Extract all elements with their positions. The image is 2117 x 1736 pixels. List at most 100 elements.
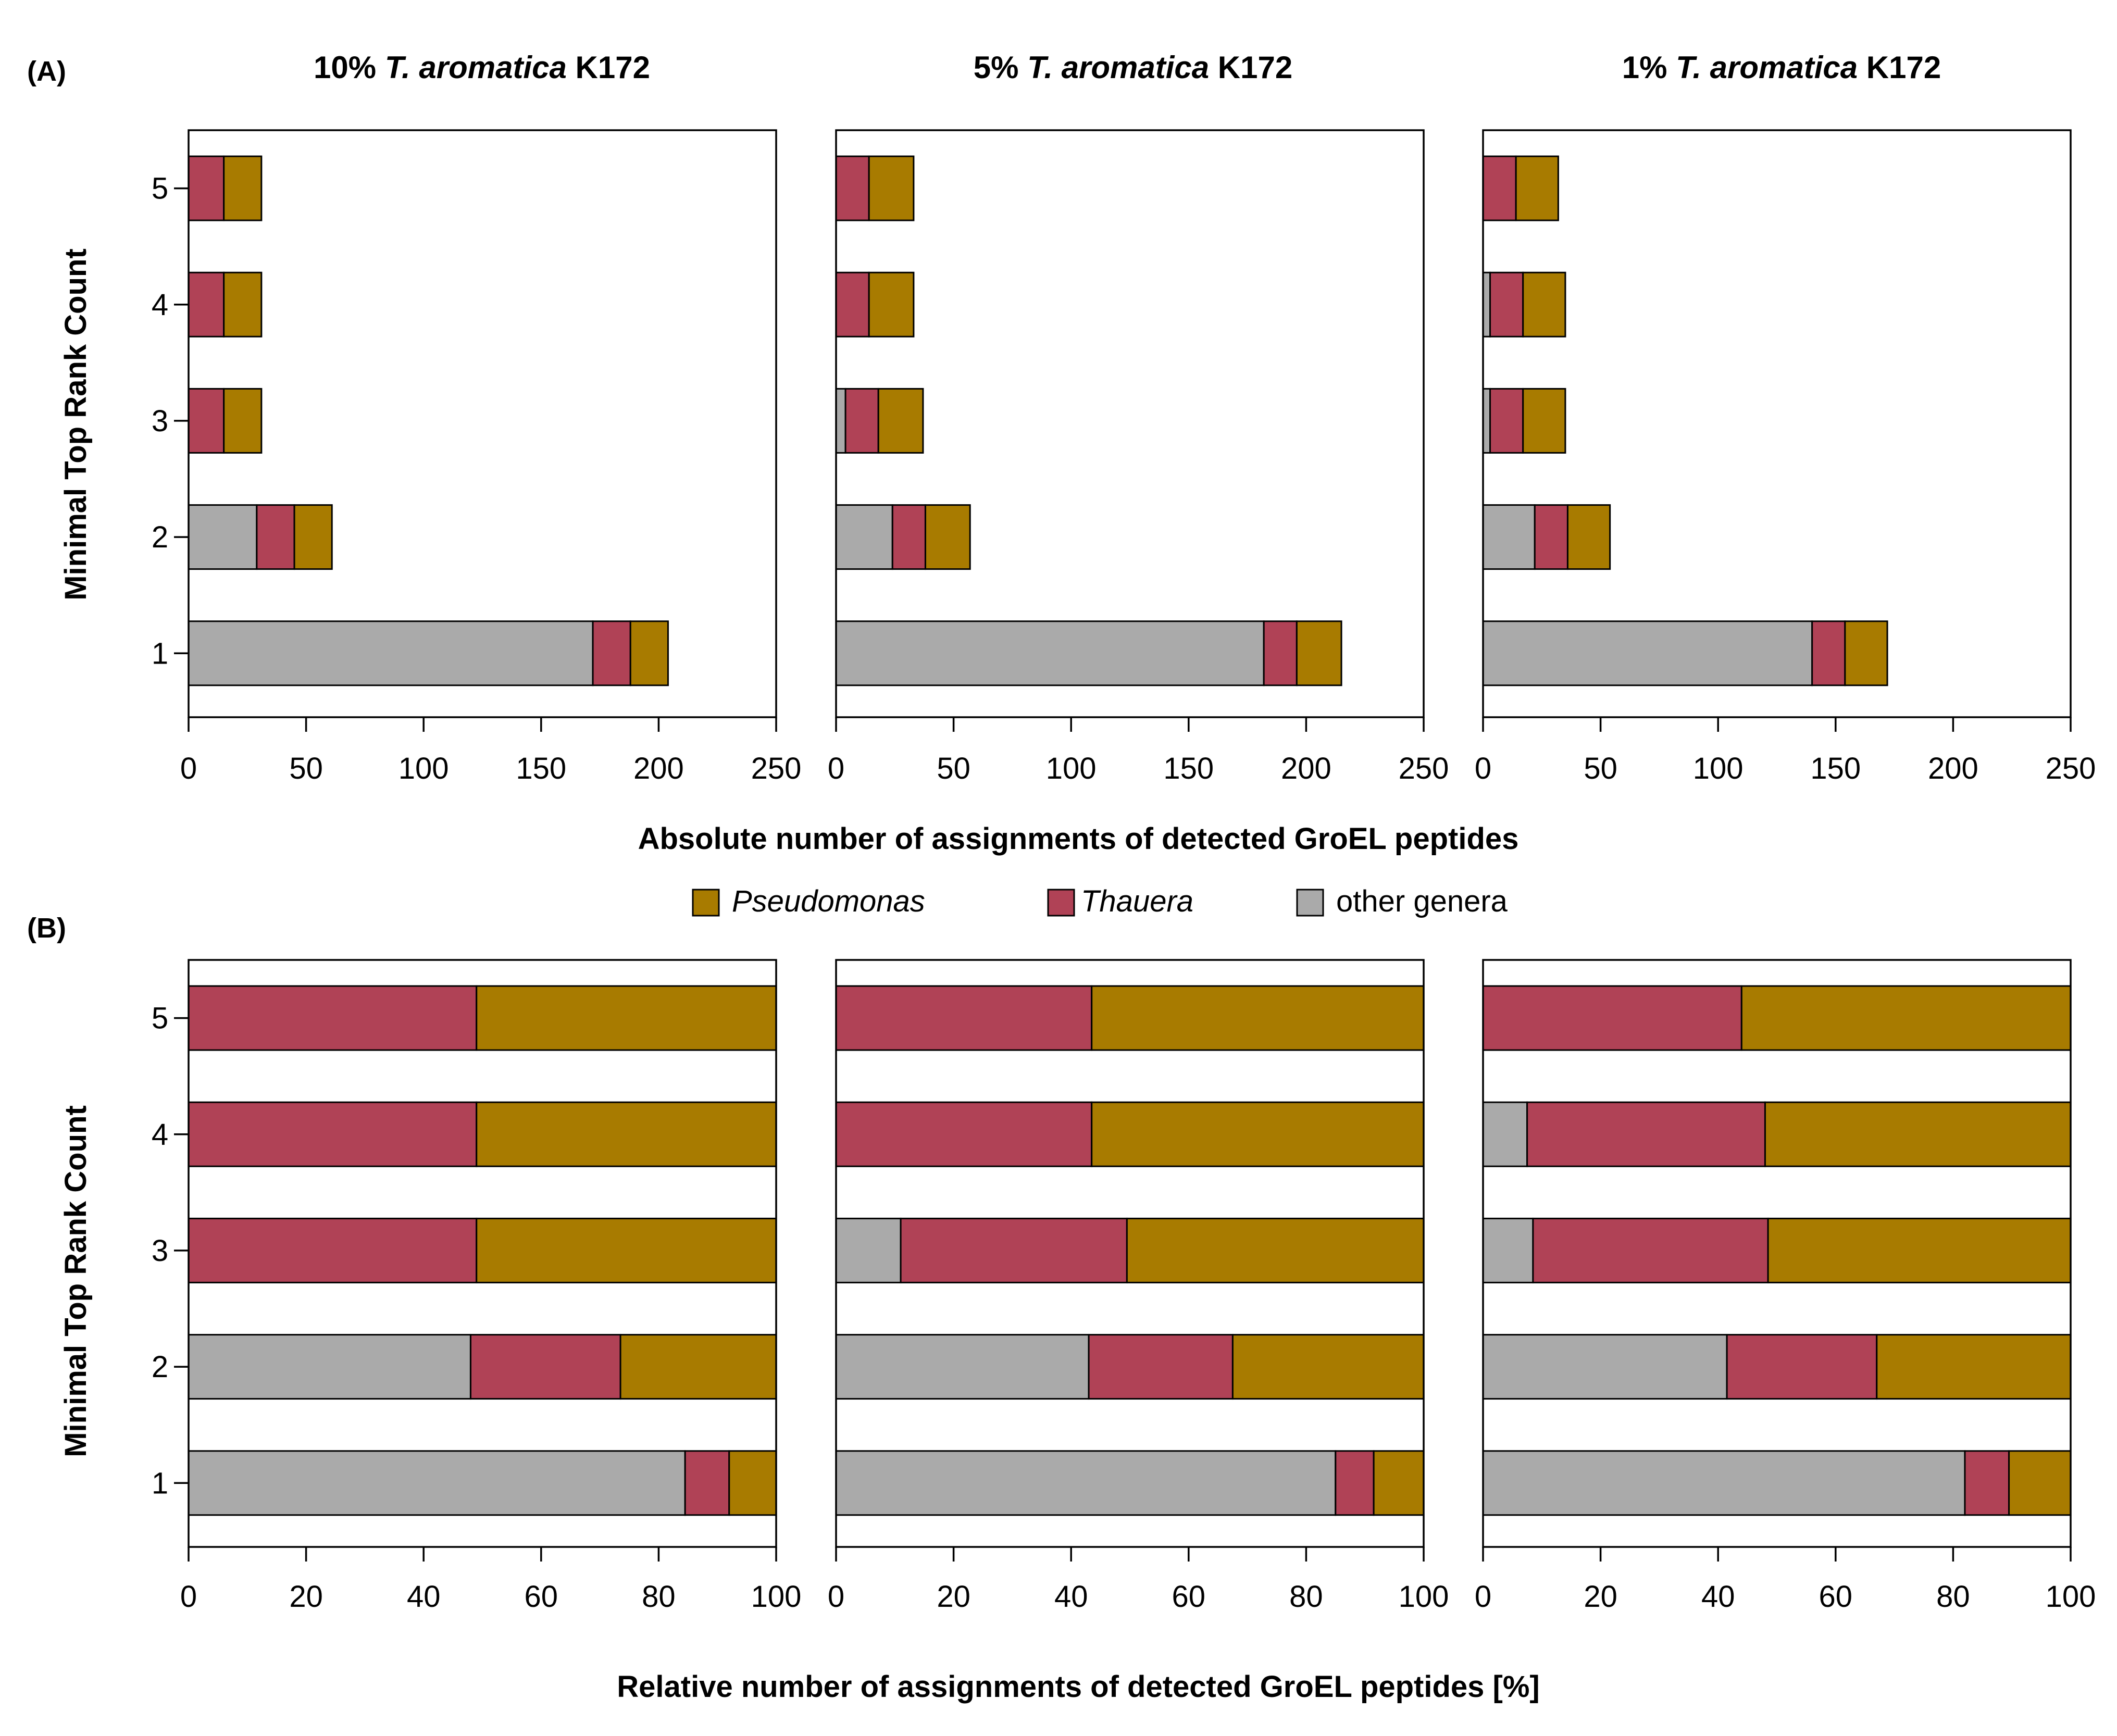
- panel-b-col2-plot-frame: [835, 959, 1425, 1548]
- panel-a-col2-bar-thauera-rank-2: [891, 504, 926, 570]
- panel-b-col3-x-tick-label-20: 20: [1584, 1580, 1617, 1614]
- panel-b-col3-bar-thauera-rank-4: [1526, 1101, 1766, 1167]
- panel-b-col2-bar-pseudomonas-rank-1: [1373, 1450, 1425, 1516]
- panel-b-col2-bar-pseudomonas-rank-2: [1231, 1334, 1425, 1400]
- panel-b-col1-bar-thauera-rank-1: [684, 1450, 730, 1516]
- panel-a-col3-bar-pseudomonas-rank-3: [1522, 388, 1566, 454]
- panel-a-col1-bar-pseudomonas-rank-1: [629, 620, 669, 686]
- panel-b-col1-bar-thauera-rank-4: [188, 1101, 478, 1167]
- panel-b-col2-x-tick-label-80: 80: [1289, 1580, 1323, 1614]
- panel-b-col2-bar-pseudomonas-rank-5: [1091, 985, 1425, 1051]
- panel-a-col2-x-tick-label-50: 50: [937, 752, 970, 785]
- panel-b-col1-x-tick-label-60: 60: [525, 1580, 558, 1614]
- panel-b-col2-x-tick-label-100: 100: [1399, 1580, 1449, 1614]
- x-axis-title-panel-b: Relative number of assignments of detect…: [617, 1670, 1540, 1704]
- y-axis-title-panel-b: Minimal Top Rank Count: [59, 1105, 93, 1457]
- panel-a-col1-x-tick-label-150: 150: [516, 752, 566, 785]
- panel-a-col1-y-tick-label-4: 4: [152, 288, 168, 322]
- panel-b-col1-bar-pseudomonas-rank-5: [476, 985, 777, 1051]
- y-axis-title-panel-a: Minimal Top Rank Count: [59, 248, 93, 601]
- panel-a-col3-x-tick-label-250: 250: [2046, 752, 2096, 785]
- panel-a-col2-bar-pseudomonas-rank-1: [1296, 620, 1342, 686]
- panel-b-col1-bar-pseudomonas-rank-3: [476, 1217, 777, 1283]
- panel-a-col1-bar-pseudomonas-rank-4: [223, 271, 263, 338]
- panel-b-col2-bar-other-genera-rank-3: [835, 1217, 902, 1283]
- panel-b-col3-bar-other-genera-rank-3: [1482, 1217, 1534, 1283]
- panel-a-col3-bar-other-genera-rank-4: [1482, 271, 1491, 338]
- panel-a-col3-x-tick-label-50: 50: [1584, 752, 1617, 785]
- legend-swatch-thauera: [1047, 889, 1075, 917]
- panel-a-col2-bar-other-genera-rank-3: [835, 388, 846, 454]
- panel-b-col3-x-tick-label-0: 0: [1475, 1580, 1491, 1614]
- column-title-5pct: 5% T. aromatica K172: [974, 50, 1293, 85]
- panel-a-col1-bar-other-genera-rank-1: [188, 620, 594, 686]
- panel-b-col1-x-tick-label-20: 20: [289, 1580, 323, 1614]
- panel-b-col3-bar-pseudomonas-rank-1: [2008, 1450, 2072, 1516]
- panel-b-col1-bar-other-genera-rank-1: [188, 1450, 686, 1516]
- panel-b-col1-y-tick-label-1: 1: [152, 1466, 168, 1500]
- panel-a-col3-chart: 0 50 100 150 200 250: [1475, 129, 2096, 785]
- panel-b-col1-x-tick-label-80: 80: [642, 1580, 676, 1614]
- panel-a-col3-bar-pseudomonas-rank-4: [1522, 271, 1566, 338]
- panel-a-col1-bar-other-genera-rank-2: [188, 504, 258, 570]
- panel-b-col3-chart: 0 20 40 60 80 100: [1475, 959, 2096, 1614]
- panel-a-col2-x-tick-label-200: 200: [1281, 752, 1331, 785]
- panel-b-col3-x-tick-label-80: 80: [1936, 1580, 1970, 1614]
- panel-a-col1-x-tick-label-200: 200: [633, 752, 684, 785]
- panel-a-col2-bar-thauera-rank-3: [844, 388, 879, 454]
- panel-a-col2-plot-frame: [835, 129, 1425, 718]
- panel-a-col1-bar-thauera-rank-3: [188, 388, 225, 454]
- panel-a-col2-bar-pseudomonas-rank-3: [877, 388, 924, 454]
- panel-a-col1-y-tick-label-2: 2: [152, 520, 168, 554]
- panel-a-col2-chart: 0 50 100 150 200 250: [828, 129, 1449, 785]
- panel-b-col2-bar-thauera-rank-1: [1335, 1450, 1375, 1516]
- panel-a-col2-bar-other-genera-rank-1: [835, 620, 1265, 686]
- panel-b-col1-bar-pseudomonas-rank-4: [476, 1101, 777, 1167]
- panel-b-col3-bar-other-genera-rank-2: [1482, 1334, 1728, 1400]
- panel-b-col3-bar-pseudomonas-rank-2: [1876, 1334, 2072, 1400]
- panel-a-col3-bar-thauera-rank-5: [1482, 155, 1517, 221]
- panel-a-col2-bar-thauera-rank-1: [1263, 620, 1298, 686]
- legend-swatch-pseudomonas: [692, 889, 720, 917]
- panel-a-col3-plot-frame: [1482, 129, 2072, 718]
- panel-a-col3-bar-thauera-rank-1: [1811, 620, 1846, 686]
- panel-b-col2-bar-pseudomonas-rank-4: [1091, 1101, 1425, 1167]
- panel-b-col1-bar-pseudomonas-rank-1: [728, 1450, 777, 1516]
- panel-b-col2-bar-thauera-rank-2: [1088, 1334, 1234, 1400]
- panel-a-col2-bar-pseudomonas-rank-5: [868, 155, 915, 221]
- legend-label-other-genera: other genera: [1336, 884, 1508, 918]
- panel-a-col1-x-tick-label-0: 0: [180, 752, 197, 785]
- panel-b-col1-plot-frame: [188, 959, 777, 1548]
- panel-b-col3-bar-thauera-rank-1: [1964, 1450, 2010, 1516]
- legend-swatch-other-genera: [1296, 889, 1324, 917]
- panel-a-col3-x-tick-label-200: 200: [1928, 752, 1978, 785]
- panel-a-col1-bar-pseudomonas-rank-5: [223, 155, 263, 221]
- panel-b-col2-x-tick-label-40: 40: [1054, 1580, 1088, 1614]
- x-axis-title-panel-a: Absolute number of assignments of detect…: [638, 822, 1519, 856]
- legend: Pseudomonas Thauera other genera: [692, 884, 1508, 918]
- panel-a-col2-bar-thauera-rank-4: [835, 271, 870, 338]
- panel-b-col2-x-tick-label-20: 20: [937, 1580, 970, 1614]
- panel-a-col2-x-tick-label-150: 150: [1163, 752, 1214, 785]
- panel-a-label: (A): [27, 56, 66, 87]
- panel-a-col2-bar-pseudomonas-rank-4: [868, 271, 915, 338]
- panel-b-col1-y-tick-label-3: 3: [152, 1234, 168, 1268]
- panel-b-col3-bar-thauera-rank-3: [1532, 1217, 1769, 1283]
- panel-a-col2-bar-pseudomonas-rank-2: [924, 504, 971, 570]
- panel-b-col3-x-tick-label-40: 40: [1701, 1580, 1735, 1614]
- panel-a-col1-x-tick-label-50: 50: [289, 752, 323, 785]
- panel-b-col1-bar-thauera-rank-3: [188, 1217, 478, 1283]
- panel-a-col1-bar-pseudomonas-rank-2: [293, 504, 333, 570]
- panel-a-col2-bar-other-genera-rank-2: [835, 504, 893, 570]
- panel-b-col1-y-tick-label-5: 5: [152, 1002, 168, 1035]
- panel-b-col1-x-tick-label-100: 100: [751, 1580, 802, 1614]
- panel-a-col1-bar-thauera-rank-2: [256, 504, 295, 570]
- panel-a-col1-bar-pseudomonas-rank-3: [223, 388, 263, 454]
- panel-b-col2-bar-thauera-rank-3: [900, 1217, 1128, 1283]
- panel-a-col1-x-tick-label-100: 100: [399, 752, 449, 785]
- panel-b-col2-bar-other-genera-rank-2: [835, 1334, 1090, 1400]
- panel-b-col3-bar-other-genera-rank-1: [1482, 1450, 1966, 1516]
- panel-a-col3-bar-thauera-rank-2: [1534, 504, 1568, 570]
